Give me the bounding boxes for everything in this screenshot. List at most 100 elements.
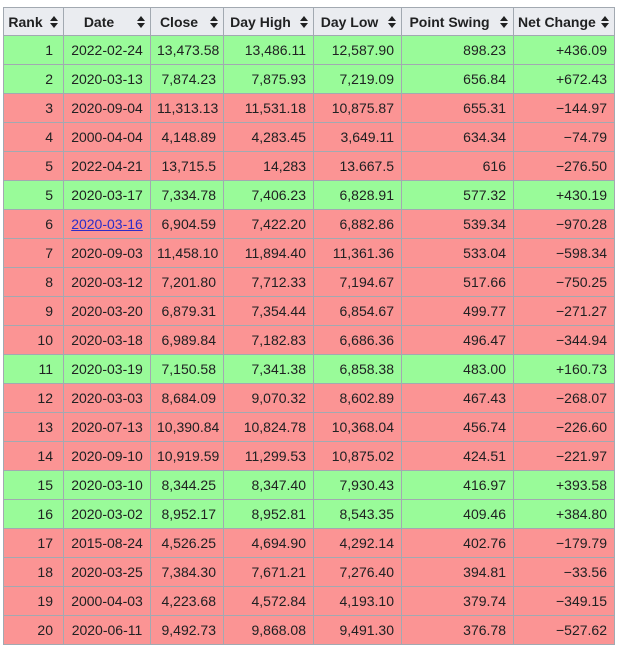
rank-cell: 1	[3, 35, 64, 65]
date-cell: 2020-09-04	[63, 93, 151, 123]
date-cell: 2000-04-03	[63, 586, 151, 616]
date-cell: 2022-02-24	[63, 35, 151, 65]
day-high-cell: 11,894.40	[223, 238, 314, 268]
point-swing-cell: 634.34	[401, 122, 514, 152]
close-cell: 6,989.84	[150, 325, 224, 355]
sort-icon	[137, 15, 145, 28]
close-cell: 10,919.59	[150, 441, 224, 471]
net-change-cell: −750.25	[513, 267, 615, 297]
point-swing-cell: 483.00	[401, 354, 514, 384]
rank-cell: 19	[3, 586, 64, 616]
net-change-cell: −144.97	[513, 93, 615, 123]
day-low-cell: 3,649.11	[313, 122, 402, 152]
date-cell: 2020-06-11	[63, 615, 151, 645]
rank-cell: 9	[3, 296, 64, 326]
day-low-cell: 12,587.90	[313, 35, 402, 65]
net-change-cell: −74.79	[513, 122, 615, 152]
day-low-cell: 7,930.43	[313, 470, 402, 500]
point-swing-cell: 409.46	[401, 499, 514, 529]
rank-cell: 11	[3, 354, 64, 384]
column-header-day-low[interactable]: Day Low	[313, 7, 402, 36]
point-swing-cell: 533.04	[401, 238, 514, 268]
close-cell: 13,715.5	[150, 151, 224, 181]
date-cell: 2020-03-10	[63, 470, 151, 500]
column-label: Date	[83, 13, 115, 30]
rank-cell: 8	[3, 267, 64, 297]
day-high-cell: 4,694.90	[223, 528, 314, 558]
net-change-cell: −276.50	[513, 151, 615, 181]
date-link[interactable]: 2020-03-16	[71, 216, 143, 232]
table-row: 16 2020-03-02 8,952.17 8,952.81 8,543.35 409.…	[3, 499, 615, 529]
net-change-cell: −226.60	[513, 412, 615, 442]
close-cell: 7,874.23	[150, 64, 224, 94]
day-low-cell: 10,368.04	[313, 412, 402, 442]
close-cell: 11,313.13	[150, 93, 224, 123]
day-high-cell: 10,824.78	[223, 412, 314, 442]
date-cell: 2000-04-04	[63, 122, 151, 152]
day-high-cell: 7,406.23	[223, 180, 314, 210]
day-low-cell: 6,686.36	[313, 325, 402, 355]
day-high-cell: 9,868.08	[223, 615, 314, 645]
table-row: 7 2020-09-03 11,458.10 11,894.40 11,361.36 53…	[3, 238, 615, 268]
day-low-cell: 7,276.40	[313, 557, 402, 587]
day-low-cell: 8,602.89	[313, 383, 402, 413]
close-cell: 7,384.30	[150, 557, 224, 587]
net-change-cell: +160.73	[513, 354, 615, 384]
table-row: 17 2015-08-24 4,526.25 4,694.90 4,292.14 402.…	[3, 528, 615, 558]
rank-cell: 16	[3, 499, 64, 529]
day-low-cell: 6,828.91	[313, 180, 402, 210]
date-cell: 2020-03-12	[63, 267, 151, 297]
rank-cell: 4	[3, 122, 64, 152]
net-change-cell: −349.15	[513, 586, 615, 616]
day-high-cell: 4,283.45	[223, 122, 314, 152]
table-row: 15 2020-03-10 8,344.25 8,347.40 7,930.43 416.…	[3, 470, 615, 500]
table-row: 5 2020-03-17 7,334.78 7,406.23 6,828.91 577.3…	[3, 180, 615, 210]
day-low-cell: 10,875.87	[313, 93, 402, 123]
date-cell: 2015-08-24	[63, 528, 151, 558]
net-change-cell: +672.43	[513, 64, 615, 94]
day-low-cell: 13.667.5	[313, 151, 402, 181]
sort-icon	[300, 15, 308, 28]
column-header-day-high[interactable]: Day High	[223, 7, 314, 36]
date-cell: 2022-04-21	[63, 151, 151, 181]
table-row: 12 2020-03-03 8,684.09 9,070.32 8,602.89 467.…	[3, 383, 615, 413]
date-cell: 2020-09-03	[63, 238, 151, 268]
column-header-close[interactable]: Close	[150, 7, 224, 36]
close-cell: 8,684.09	[150, 383, 224, 413]
net-change-cell: +430.19	[513, 180, 615, 210]
point-swing-table: Rank Date Close Day High Day Low Point S…	[3, 7, 615, 645]
net-change-cell: −344.94	[513, 325, 615, 355]
close-cell: 7,150.58	[150, 354, 224, 384]
day-low-cell: 6,882.86	[313, 209, 402, 239]
column-label: Rank	[8, 13, 43, 30]
point-swing-cell: 499.77	[401, 296, 514, 326]
rank-cell: 14	[3, 441, 64, 471]
table-row: 9 2020-03-20 6,879.31 7,354.44 6,854.67 499.7…	[3, 296, 615, 326]
day-high-cell: 4,572.84	[223, 586, 314, 616]
column-header-rank[interactable]: Rank	[3, 7, 64, 36]
table-row: 19 2000-04-03 4,223.68 4,572.84 4,193.10 379.…	[3, 586, 615, 616]
rank-cell: 10	[3, 325, 64, 355]
date-cell: 2020-03-19	[63, 354, 151, 384]
close-cell: 8,344.25	[150, 470, 224, 500]
column-header-net-change[interactable]: Net Change	[513, 7, 615, 36]
column-label: Day High	[230, 13, 291, 30]
point-swing-cell: 456.74	[401, 412, 514, 442]
date-cell: 2020-03-03	[63, 383, 151, 413]
column-header-point-swing[interactable]: Point Swing	[401, 7, 514, 36]
column-header-date[interactable]: Date	[63, 7, 151, 36]
point-swing-cell: 616	[401, 151, 514, 181]
table-body: 1 2022-02-24 13,473.58 13,486.11 12,587.90 89…	[3, 35, 615, 645]
table-row: 6 2020-03-16 6,904.59 7,422.20 6,882.86 539.3…	[3, 209, 615, 239]
day-low-cell: 6,858.38	[313, 354, 402, 384]
net-change-cell: +436.09	[513, 35, 615, 65]
table-row: 8 2020-03-12 7,201.80 7,712.33 7,194.67 517.6…	[3, 267, 615, 297]
table-row: 1 2022-02-24 13,473.58 13,486.11 12,587.90 89…	[3, 35, 615, 65]
table-row: 5 2022-04-21 13,715.5 14,283 13.667.5 616 −276…	[3, 151, 615, 181]
close-cell: 8,952.17	[150, 499, 224, 529]
table-row: 10 2020-03-18 6,989.84 7,182.83 6,686.36 496.…	[3, 325, 615, 355]
date-cell: 2020-03-25	[63, 557, 151, 587]
date-cell: 2020-03-16	[63, 209, 151, 239]
close-cell: 10,390.84	[150, 412, 224, 442]
close-cell: 7,334.78	[150, 180, 224, 210]
